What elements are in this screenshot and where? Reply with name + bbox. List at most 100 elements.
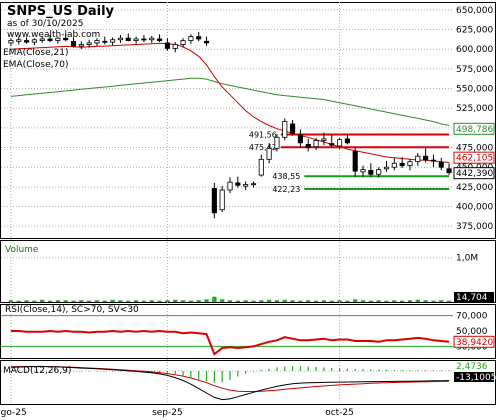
macd-panel xyxy=(10,365,450,401)
price-badge-box xyxy=(453,167,495,180)
grid-lines xyxy=(0,2,496,405)
y-tick-label: 650,000 xyxy=(456,6,493,16)
candle xyxy=(31,38,37,46)
candle xyxy=(266,142,272,164)
candle xyxy=(391,157,397,171)
rsi-tick-label: 70,000 xyxy=(456,312,488,322)
volume-bar xyxy=(227,300,233,302)
resistance-level-label: 475,42 xyxy=(249,143,277,152)
volume-bar xyxy=(118,300,123,302)
macd-histogram-bar xyxy=(25,371,28,372)
macd-badge: -13,1005 xyxy=(456,373,496,383)
volume-panel xyxy=(8,296,452,302)
macd-histogram-bar xyxy=(190,371,192,378)
volume-bar xyxy=(384,300,389,302)
volume-bar xyxy=(337,300,342,302)
macd-histogram-bar xyxy=(299,366,302,371)
macd-line xyxy=(10,365,450,401)
volume-bar xyxy=(345,300,350,302)
volume-bar xyxy=(71,300,76,302)
candle xyxy=(94,38,100,47)
macd-histogram-bar xyxy=(65,371,67,372)
volume-bar xyxy=(87,300,92,302)
candle xyxy=(117,35,124,43)
macd-histogram-bar xyxy=(245,371,247,374)
macd-histogram-bar xyxy=(362,369,364,371)
macd-histogram-bar xyxy=(393,369,395,371)
volume-bar xyxy=(274,300,280,302)
candle xyxy=(188,34,194,44)
macd-histogram-bar xyxy=(49,370,51,372)
volume-bar xyxy=(157,300,162,302)
volume-bar xyxy=(313,300,319,302)
candle xyxy=(180,38,186,48)
volume-bar xyxy=(415,299,420,302)
volume-bar xyxy=(79,300,84,302)
support-level-label: 438,55 xyxy=(272,172,300,181)
macd-hist-badge: 2,4736 xyxy=(456,362,488,372)
panel-frame xyxy=(0,240,496,303)
price-panel: 491,56 475,42 438,55 422,23 xyxy=(8,31,452,219)
x-tick-label: ago-25 xyxy=(0,408,27,418)
candle xyxy=(329,134,335,147)
macd-histogram-bar xyxy=(221,371,223,383)
candle xyxy=(297,129,303,148)
resistance-level-label: 491,56 xyxy=(249,131,277,140)
candle xyxy=(415,153,421,166)
volume-bar xyxy=(16,300,21,302)
volume-bar xyxy=(165,300,170,302)
candle xyxy=(39,35,45,43)
candle xyxy=(305,138,311,152)
macd-histogram-bar xyxy=(307,366,309,371)
macd-histogram-bar xyxy=(112,371,114,372)
volume-bar xyxy=(8,300,14,302)
macd-histogram-bar xyxy=(10,371,12,372)
volume-bar xyxy=(306,300,311,302)
candle xyxy=(133,36,139,44)
volume-bar xyxy=(173,299,178,302)
candle xyxy=(219,186,225,213)
candle xyxy=(70,37,77,48)
volume-bar xyxy=(149,300,154,302)
candle xyxy=(227,177,233,194)
volume-bar xyxy=(204,299,209,302)
macd-histogram-bar xyxy=(33,370,35,372)
macd-histogram-bar xyxy=(205,371,208,382)
macd-histogram-bar xyxy=(401,370,403,371)
macd-histogram-bar xyxy=(18,371,20,372)
volume-bar xyxy=(298,300,303,302)
volume-bar xyxy=(431,300,436,302)
ema70-label: EMA(Close,70) xyxy=(3,60,68,70)
macd-histogram-bar xyxy=(315,367,317,371)
candle xyxy=(149,35,155,43)
macd-histogram-bar xyxy=(276,367,278,371)
candle xyxy=(203,36,210,47)
candle xyxy=(196,31,202,42)
volume-bar xyxy=(235,300,240,302)
candle xyxy=(282,118,288,141)
candle xyxy=(8,38,14,47)
chart-title: SNPS_US Daily xyxy=(7,4,115,19)
candle xyxy=(110,37,116,46)
candle xyxy=(313,138,319,150)
macd-histogram-bar xyxy=(432,370,435,371)
volume-bar xyxy=(243,300,248,302)
candle xyxy=(86,39,92,48)
y-tick-label: 475,000 xyxy=(456,144,493,154)
candle xyxy=(157,34,163,43)
volume-bar xyxy=(55,300,61,302)
volume-bar xyxy=(360,300,366,302)
volume-badge-box xyxy=(454,292,494,302)
macd-histogram-bar xyxy=(182,371,184,376)
macd-histogram-bar xyxy=(72,371,75,372)
volume-bar xyxy=(212,296,217,302)
candle xyxy=(376,167,382,178)
volume-tick-label: 1,0M xyxy=(456,254,478,264)
candle xyxy=(164,38,170,51)
macd-histogram-bar xyxy=(354,368,356,371)
candle xyxy=(102,36,108,45)
candle xyxy=(141,35,147,43)
volume-bar xyxy=(251,300,256,302)
candle xyxy=(125,33,131,42)
volume-bar xyxy=(188,300,194,302)
